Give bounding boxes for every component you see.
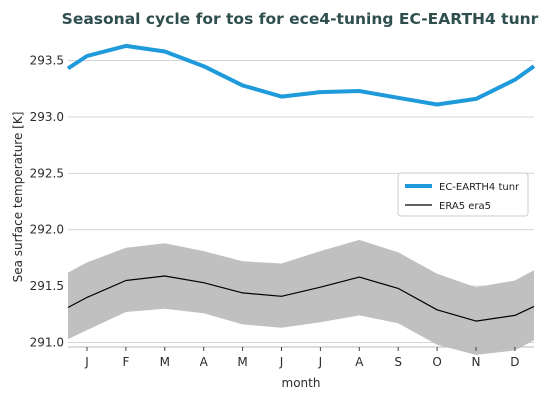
legend: EC-EARTH4 tunr ERA5 era5 <box>397 172 529 217</box>
x-tick-label: J <box>318 355 323 369</box>
y-tick-label: 293.5 <box>30 54 64 68</box>
x-tick-label: J <box>279 355 284 369</box>
era5-spread-band <box>68 239 534 355</box>
x-tick-label: S <box>394 355 402 369</box>
x-axis-label: month <box>282 376 321 390</box>
y-tick-label: 291.5 <box>30 279 64 293</box>
x-tick-label: J <box>84 355 89 369</box>
x-tick-label: D <box>510 355 519 369</box>
x-tick-label: A <box>355 355 364 369</box>
plot-area: 291.0 291.5 292.0 292.5 293.0 293.5 J F M A M J J A S O… <box>30 43 536 369</box>
x-tick-label: N <box>472 355 481 369</box>
chart-title: Seasonal cycle for tos for ece4-tuning E… <box>62 10 539 28</box>
x-tick-label: M <box>160 355 170 369</box>
x-tick-label: A <box>200 355 209 369</box>
x-tick-label: O <box>432 355 441 369</box>
y-tick-label: 291.0 <box>30 335 64 349</box>
y-tick-label: 292.0 <box>30 223 64 237</box>
x-tick-label: F <box>122 355 129 369</box>
legend-label-era5: ERA5 era5 <box>439 201 491 212</box>
y-axis-label: Sea surface temperature [K] <box>11 112 25 283</box>
era5-series-line <box>67 275 535 322</box>
x-tick-label: M <box>237 355 247 369</box>
y-tick-label: 292.5 <box>30 166 64 180</box>
y-tick-label: 293.0 <box>30 110 64 124</box>
ec-earth4-series-line <box>66 43 536 107</box>
legend-label-ec-earth4: EC-EARTH4 tunr <box>439 182 520 193</box>
